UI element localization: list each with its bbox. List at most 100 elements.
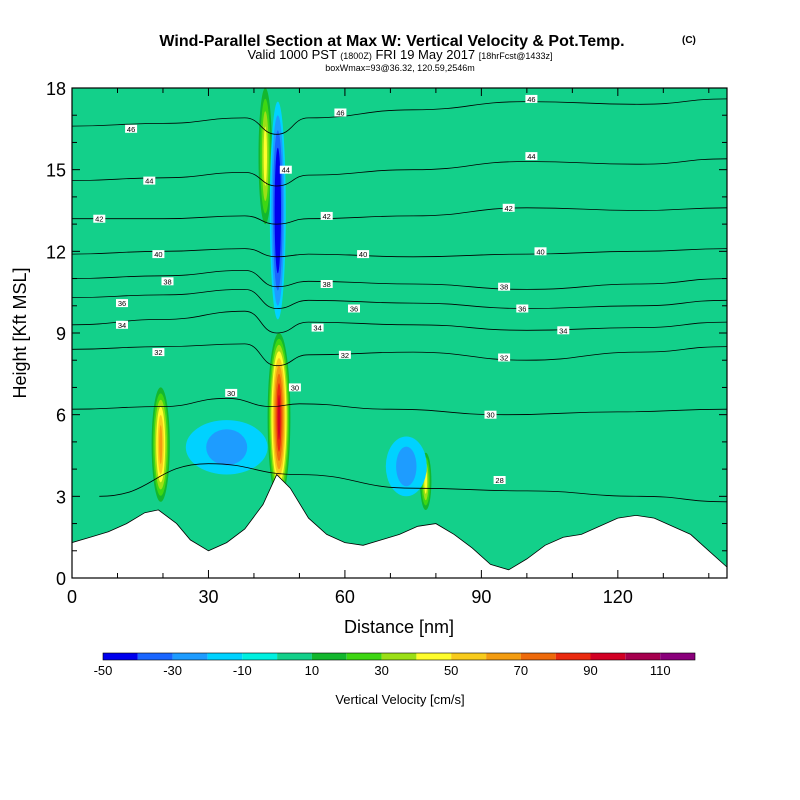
- contour-labels: 46 44 42 40 38 36 34 32 30 46 44 42 40 38 36 34 32 30 46 44…: [93, 94, 570, 485]
- contour-label-box: [320, 280, 333, 288]
- colorbar-swatch: [555, 653, 591, 660]
- y-tick-label: 9: [56, 324, 66, 344]
- contour-label: 32: [500, 354, 508, 363]
- contour-label-box: [525, 94, 538, 103]
- contour-label-box: [348, 304, 360, 313]
- valid-date: FRI 19 May 2017: [375, 47, 475, 62]
- contour-label-box: [357, 250, 370, 259]
- contour-label: 38: [163, 277, 171, 286]
- y-tick-label: 0: [56, 569, 66, 589]
- contour-label-box: [557, 326, 570, 335]
- theta-contour-28: [99, 463, 727, 503]
- theta-contour-36: [72, 288, 727, 309]
- plot-background: [72, 88, 727, 578]
- colorbar-swatch: [416, 653, 452, 660]
- contour-label: 42: [323, 212, 331, 221]
- contour-label-box: [93, 214, 106, 223]
- theta-contour-30: [72, 397, 727, 416]
- contour-label-box: [502, 203, 515, 212]
- colorbar-swatch: [103, 653, 138, 660]
- x-tick-label: 60: [335, 587, 355, 607]
- colorbar-swatch: [242, 653, 278, 660]
- contour-label-box: [311, 323, 324, 332]
- updraft-cell: [263, 126, 267, 186]
- contour-label-box: [125, 124, 138, 133]
- contour-label: 32: [341, 351, 349, 360]
- colorbar-label: Vertical Velocity [cm/s]: [335, 692, 464, 707]
- y-tick-label: 6: [56, 406, 66, 426]
- y-tick-label: 18: [46, 79, 66, 99]
- wmax-info: boxWmax=93@36.32, 120.59,2546m: [325, 63, 474, 73]
- colorbar-frame: [102, 652, 696, 661]
- colorbar-tick-label: 110: [650, 663, 671, 678]
- theta-contour-42: [72, 207, 727, 225]
- contour-label-box: [498, 353, 511, 362]
- colorbar-tick-label: 70: [514, 663, 528, 678]
- contour-label-box: [288, 383, 301, 392]
- valid-prefix: Valid 1000 PST: [248, 47, 337, 62]
- y-axis-label: Height [Kft MSL]: [10, 267, 30, 398]
- contour-label-box: [143, 176, 156, 185]
- theta-contours: [72, 98, 727, 503]
- chart-title: Wind-Parallel Section at Max W: Vertical…: [159, 33, 624, 50]
- colorbar-tick-label: -10: [233, 663, 252, 678]
- y-tick-label: 12: [46, 242, 66, 262]
- colorbar-tick-label: -50: [94, 663, 113, 678]
- downdraft-cell: [206, 429, 248, 466]
- plot-area: 46 44 42 40 38 36 34 32 30 46 44 42 40 38 36 34 32 30 46 44…: [72, 88, 727, 578]
- velocity-fields: [151, 88, 432, 510]
- contour-label: 30: [486, 411, 494, 420]
- contour-label: 44: [145, 177, 153, 186]
- contour-label: 44: [282, 166, 290, 175]
- contour-label-box: [334, 108, 347, 117]
- contour-label: 34: [313, 324, 321, 333]
- contour-label-box: [516, 304, 529, 313]
- contour-label: 36: [518, 305, 526, 314]
- contour-label-box: [152, 348, 165, 357]
- contour-label-box: [225, 388, 238, 397]
- contour-label: 30: [227, 389, 235, 398]
- contour-label: 42: [505, 204, 513, 213]
- colorbar-tick-label: 10: [305, 663, 319, 678]
- colorbar-swatch: [520, 653, 556, 660]
- forecast-tag: [18hrFcst@1433z]: [479, 51, 553, 61]
- y-tick-label: 3: [56, 487, 66, 507]
- contour-label: 34: [559, 326, 567, 335]
- contour-label-box: [320, 211, 333, 220]
- contour-label-box: [534, 247, 547, 256]
- contour-label-box: [161, 277, 174, 286]
- colorbar-swatch: [277, 653, 312, 660]
- colorbar-swatch: [137, 653, 173, 660]
- x-tick-label: 90: [471, 587, 491, 607]
- downdraft-cell: [276, 169, 280, 252]
- colorbar-tick-label: -30: [163, 663, 182, 678]
- colorbar-swatch: [381, 653, 417, 660]
- updraft-cell: [277, 394, 281, 440]
- colorbar-swatch: [590, 653, 626, 660]
- x-tick-label: 0: [67, 587, 77, 607]
- contour-label: 40: [359, 250, 367, 259]
- contour-label: 40: [536, 247, 544, 256]
- contour-label-box: [152, 250, 165, 259]
- colorbar-swatch: [486, 653, 521, 660]
- contour-label: 46: [127, 125, 135, 134]
- contour-label-box: [116, 299, 128, 308]
- theta-contour-40: [72, 248, 727, 258]
- colorbar-swatch: [311, 653, 347, 660]
- theta-contour-34: [72, 310, 727, 334]
- contour-label-box: [338, 350, 351, 359]
- colorbar-swatch: [207, 653, 243, 660]
- colorbar: -50 -30 -10 10 30 50 70 90 110: [94, 652, 696, 678]
- terrain-mask: [72, 473, 727, 578]
- contour-label-box: [493, 476, 506, 484]
- x-axis: 0 30 60 90 120: [67, 88, 710, 607]
- colorbar-swatch: [172, 653, 208, 660]
- y-tick-label: 15: [46, 161, 66, 181]
- contour-label: 36: [118, 299, 126, 308]
- contour-label: 28: [495, 476, 503, 485]
- contour-label: 32: [154, 348, 162, 357]
- contour-label: 36: [350, 305, 358, 314]
- contour-label: 42: [95, 215, 103, 224]
